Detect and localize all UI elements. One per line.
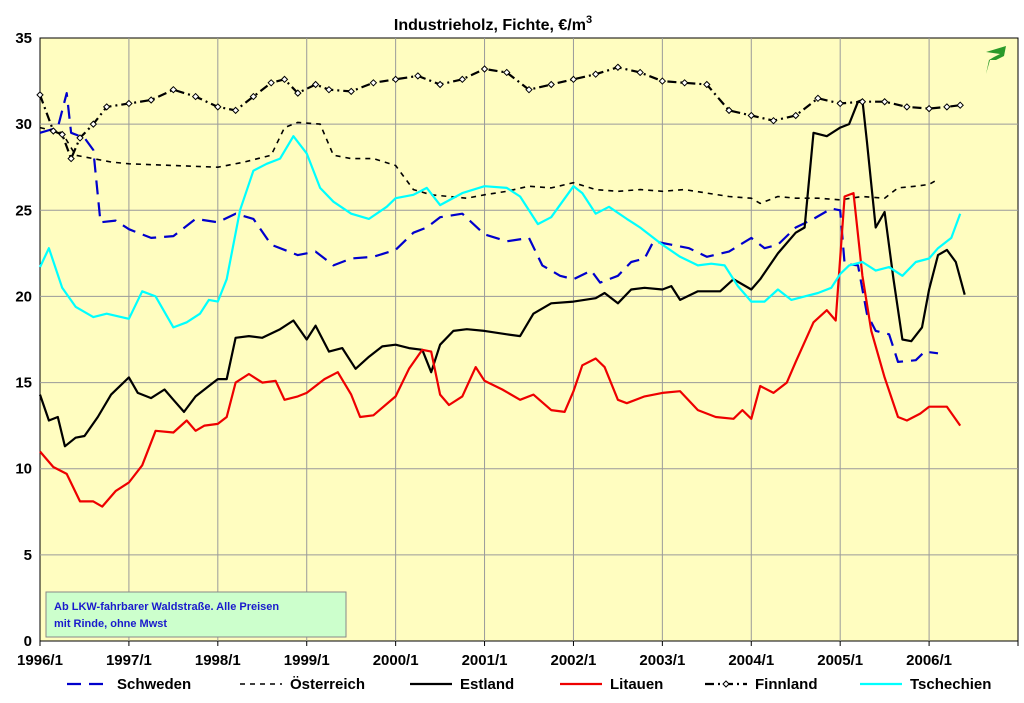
legend-label-estland: Estland [460, 676, 514, 693]
note-line-1: Ab LKW-fahrbarer Waldstraße. Alle Preise… [54, 601, 279, 613]
y-tick-label: 0 [24, 633, 32, 650]
chart-title: Industrieholz, Fichte, €/m3 [394, 14, 592, 34]
series-marker-finnland [36, 91, 44, 99]
plot-area [39, 37, 1019, 642]
x-axis-ticks: 1996/1 1997/1 1998/1 1999/1 2000/1 2001/1 2002… [17, 641, 1019, 669]
series-marker-finnland [943, 103, 951, 111]
series-marker-finnland [925, 104, 933, 113]
note-line-2: mit Rinde, ohne Mwst [54, 618, 167, 630]
x-tick-label: 2006/1 [906, 652, 952, 669]
series-marker-finnland [325, 85, 333, 94]
series-marker-finnland [125, 99, 133, 108]
series-line-finnland [38, 66, 961, 160]
series-marker-finnland [76, 134, 84, 142]
series-marker-finnland [191, 92, 200, 101]
series-marker-finnland [147, 96, 155, 104]
y-tick-label: 30 [15, 116, 32, 133]
logo [986, 46, 1006, 74]
x-tick-label: 2005/1 [817, 652, 863, 669]
series-marker-finnland [792, 111, 800, 120]
series-marker-finnland [814, 94, 822, 103]
series-marker-finnland [591, 70, 600, 78]
series-marker-finnland [903, 103, 911, 111]
series-marker-finnland [231, 106, 240, 115]
x-tick-label: 2003/1 [639, 652, 685, 669]
series-marker-finnland [102, 103, 111, 111]
y-tick-label: 25 [15, 202, 32, 219]
y-tick-label: 35 [15, 30, 32, 47]
gridlines [40, 38, 1018, 641]
series-marker-finnland [89, 120, 98, 128]
x-tick-label: 2001/1 [462, 652, 508, 669]
series-marker-finnland [67, 154, 75, 163]
x-tick-label: 1997/1 [106, 652, 152, 669]
legend-label-finnland: Finnland [755, 676, 818, 693]
series-marker-finnland [836, 99, 844, 108]
series-marker-finnland [436, 80, 444, 89]
y-tick-label: 5 [24, 547, 32, 564]
y-axis-ticks: 0 5 10 15 20 25 30 35 [15, 30, 32, 650]
series-marker-finnland [614, 63, 622, 71]
series-marker-finnland [547, 80, 555, 89]
series-marker-finnland [769, 116, 778, 125]
series-line-tschechien [39, 135, 962, 329]
series-marker-finnland [347, 87, 355, 96]
series-marker-finnland [369, 79, 378, 87]
y-tick-label: 10 [15, 461, 32, 478]
note-box: Ab LKW-fahrbarer Waldstraße. Alle Preise… [45, 591, 347, 638]
y-tick-label: 20 [15, 288, 32, 305]
series-marker-finnland [391, 75, 400, 84]
series-marker-finnland [658, 77, 667, 85]
series-marker-finnland [414, 72, 422, 80]
series-marker-finnland [725, 106, 733, 115]
series-marker-finnland [249, 92, 258, 101]
legend-label-schweden: Schweden [117, 676, 191, 693]
legend-label-österreich: Österreich [290, 676, 365, 693]
series-marker-finnland [458, 75, 467, 84]
x-tick-label: 2004/1 [728, 652, 774, 669]
x-tick-label: 1999/1 [284, 652, 330, 669]
series-marker-finnland [49, 127, 58, 135]
series-marker-finnland [636, 68, 644, 77]
series-marker-finnland [956, 101, 964, 109]
y-tick-label: 15 [15, 375, 32, 392]
series-marker-finnland [214, 103, 222, 111]
series-marker-finnland [294, 89, 302, 97]
series-marker-finnland [503, 68, 511, 77]
x-tick-label: 2002/1 [551, 652, 597, 669]
x-tick-label: 2000/1 [373, 652, 419, 669]
legend-label-tschechien: Tschechien [910, 676, 991, 693]
series-marker-finnland [858, 98, 867, 106]
series-lines [36, 63, 966, 508]
series-marker-finnland [58, 130, 66, 139]
x-tick-label: 1996/1 [17, 652, 63, 669]
legend-label-litauen: Litauen [610, 676, 663, 693]
series-line-schweden [39, 92, 939, 363]
series-marker-finnland [267, 79, 275, 87]
series-line-litauen [39, 192, 962, 508]
series-marker-finnland [525, 85, 533, 94]
logo-mark [986, 46, 1006, 74]
legend: Schweden Österreich Estland Litauen Finnland… [67, 676, 991, 693]
series-marker-finnland [880, 98, 889, 106]
series-marker-finnland [747, 111, 755, 120]
series-marker-finnland [680, 79, 689, 87]
series-marker-finnland [311, 80, 320, 89]
x-tick-label: 1998/1 [195, 652, 241, 669]
series-marker-finnland [280, 75, 289, 84]
series-marker-finnland [169, 85, 178, 94]
series-marker-finnland [569, 75, 578, 84]
note-background [45, 591, 347, 638]
legend-marker-finnland [722, 680, 730, 688]
series-line-österreich [39, 121, 939, 205]
series-marker-finnland [703, 80, 711, 89]
series-marker-finnland [480, 65, 489, 73]
